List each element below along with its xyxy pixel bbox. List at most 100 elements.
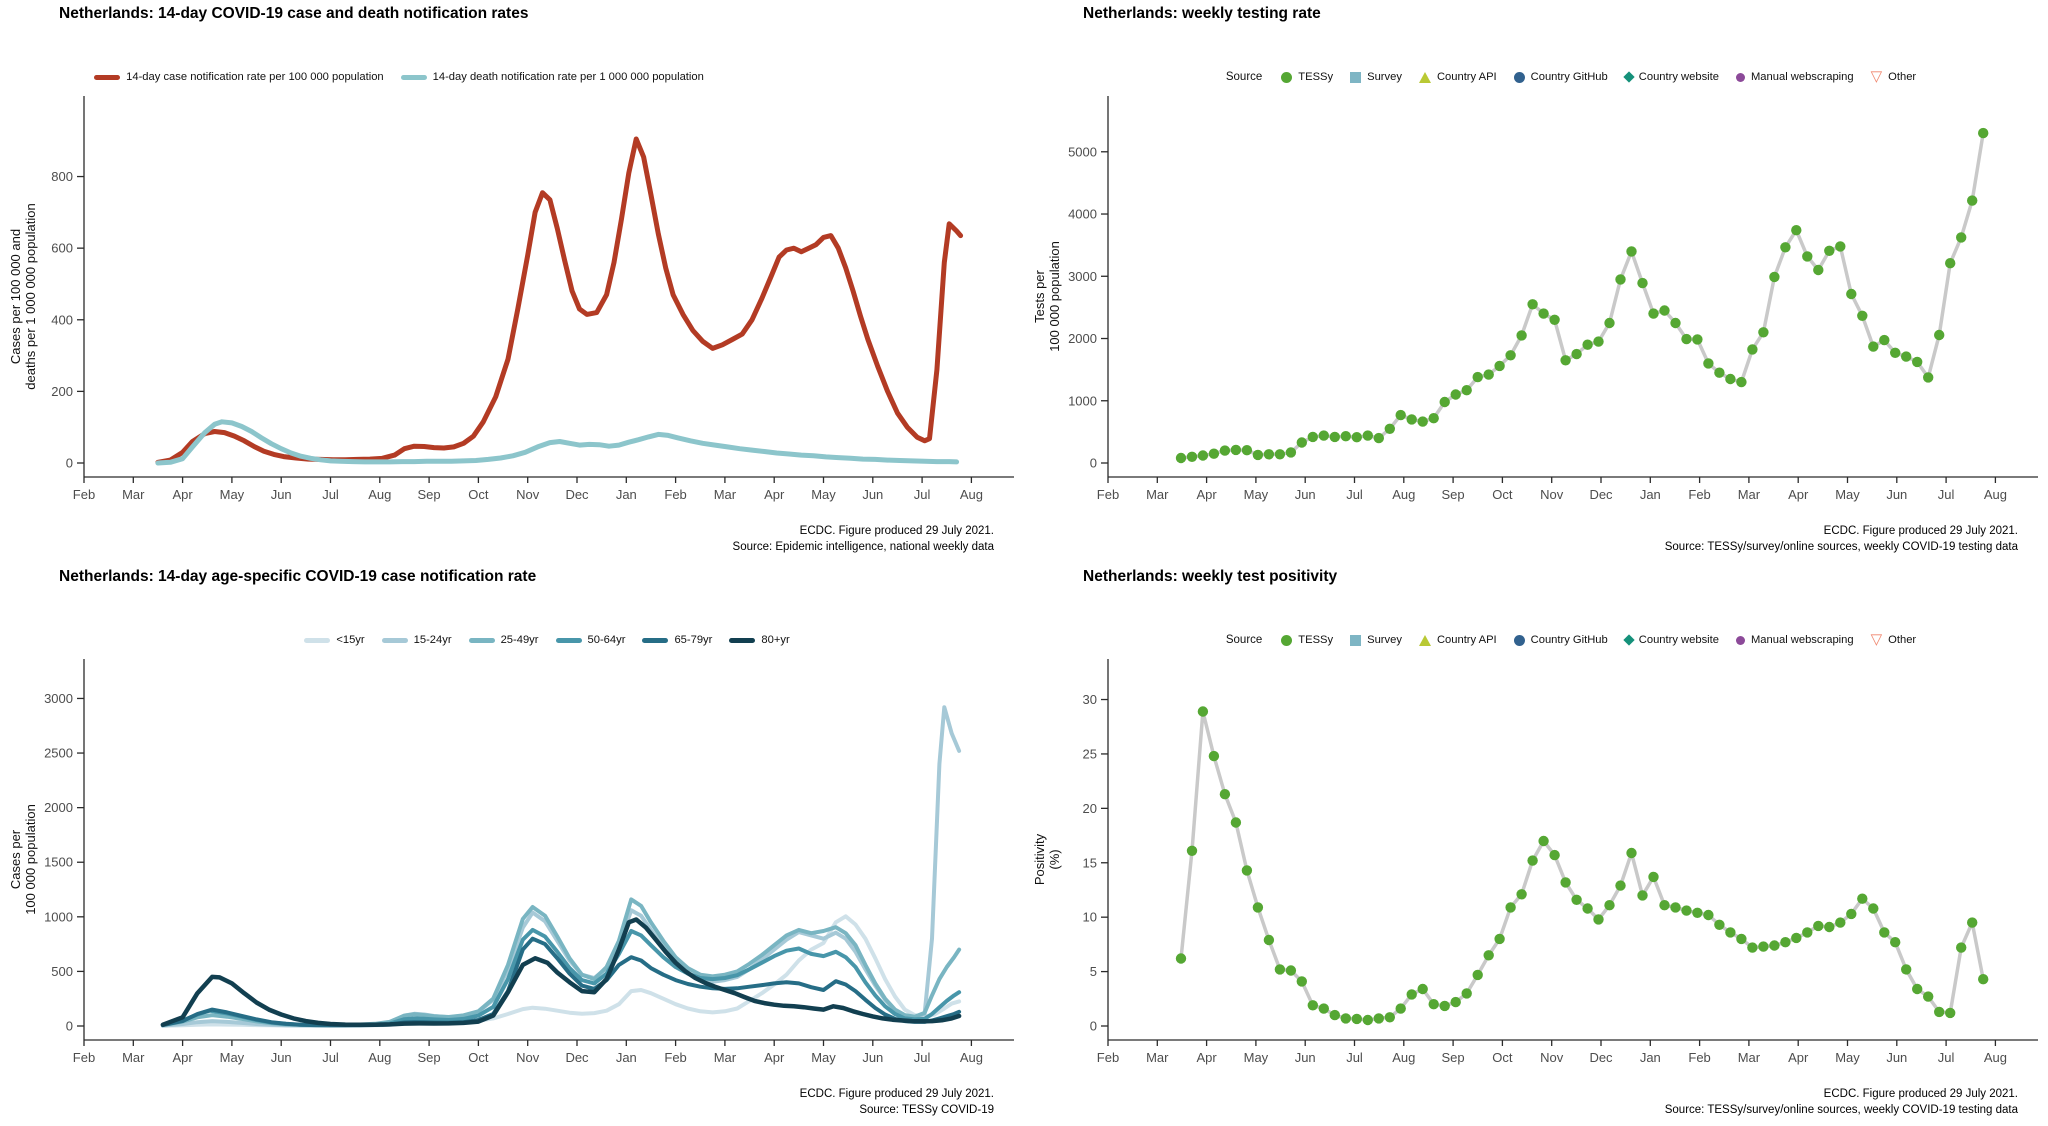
data-point [1978, 127, 1989, 139]
data-point [1395, 1003, 1406, 1014]
x-tick-label: Jul [1938, 1050, 1955, 1065]
line-marker-icon [400, 74, 427, 80]
data-point [1384, 1012, 1395, 1023]
x-tick-label: Jul [914, 487, 931, 502]
data-point [1835, 241, 1846, 252]
legend-label: Survey [1367, 71, 1402, 83]
y-tick-label: 2000 [1068, 331, 1097, 346]
x-tick-label: Jun [271, 1050, 292, 1065]
triangle-marker-icon [1418, 71, 1431, 83]
data-point [1659, 900, 1670, 911]
chart-footer: ECDC. Figure produced 29 July 2021. Sour… [1665, 1087, 2018, 1118]
legend-label: 15-24yr [413, 634, 452, 646]
x-tick-label: Oct [1492, 1050, 1513, 1065]
age-specific-chart: 0 500 1000 1500 2000 2500 3000 Feb Mar Apr May Jun J… [8, 659, 1014, 1065]
data-point [1450, 389, 1461, 400]
data-point [1956, 232, 1967, 243]
footer-line: Source: TESSy/survey/online sources, wee… [1664, 540, 2018, 553]
data-point [1329, 1009, 1340, 1021]
connector-line [1180, 132, 1985, 460]
data-point [1648, 308, 1659, 319]
y-axis-title: Cases per100 000 population [8, 804, 38, 915]
x-tick-label: Dec [1589, 487, 1613, 502]
data-point [1637, 890, 1648, 901]
data-point [1714, 919, 1725, 930]
data-point [1483, 950, 1494, 961]
x-tick-label: Jun [862, 487, 883, 502]
x-tick-label: Sep [418, 1050, 441, 1065]
chart-title: Netherlands: weekly test positivity [1083, 568, 1338, 585]
legend-item-manual-webscraping: Manual webscraping [1735, 634, 1854, 646]
x-tick-label: Jun [1886, 1050, 1907, 1065]
data-point [1307, 431, 1318, 443]
y-tick-label: 15 [1083, 855, 1097, 870]
data-point [1241, 445, 1253, 456]
x-tick-label: Feb [73, 487, 95, 502]
line-marker-icon [642, 637, 669, 643]
legend-label: <15yr [336, 634, 365, 646]
data-point [1417, 416, 1428, 427]
data-point [1659, 305, 1670, 316]
data-point [1593, 336, 1604, 347]
data-point [1175, 452, 1187, 464]
circle-marker-icon [1735, 635, 1745, 645]
legend-item-tessy: TESSy [1281, 71, 1333, 83]
y-tick-label: 20 [1083, 801, 1097, 816]
line-marker-icon [468, 637, 495, 643]
x-tick-label: Mar [714, 487, 737, 502]
data-point [1351, 1013, 1362, 1025]
data-point [1230, 444, 1242, 456]
x-tick-label: May [1835, 1050, 1860, 1065]
circle-marker-icon [1513, 71, 1525, 83]
x-tick-label: Dec [1589, 1050, 1613, 1065]
legend-label: 50-64yr [587, 634, 626, 646]
y-tick-label: 2500 [44, 746, 73, 761]
x-tick-label: Jan [1640, 1050, 1661, 1065]
data-point [1670, 902, 1681, 913]
x-tick-label: Apr [1196, 487, 1217, 502]
chart-legend: 14-day case notification rate per 100 00… [24, 64, 774, 90]
data-point [1703, 909, 1714, 921]
x-tick-label: May [1244, 1050, 1269, 1065]
testing-rate-chart: 0 1000 2000 3000 4000 5000 Feb Mar Apr May Jun Jul A… [1032, 96, 2038, 502]
legend-item-80-yr: 80+yr [729, 634, 790, 646]
panel-test-positivity: Netherlands: weekly test positivity Sour… [1024, 563, 2048, 1126]
footer-line: ECDC. Figure produced 29 July 2021. [799, 1088, 994, 1100]
series-line-14-day-death-notification-rate-per-1-000-000-population [155, 419, 960, 466]
data-point [1439, 1000, 1450, 1012]
data-point [1890, 937, 1901, 948]
x-tick-label: May [1244, 487, 1269, 502]
y-tick-label: 4000 [1068, 207, 1097, 222]
legend-item-country-github: Country GitHub [1513, 71, 1608, 83]
y-tick-label: 0 [1090, 456, 1097, 471]
data-point [1340, 431, 1351, 442]
data-point [1428, 999, 1439, 1010]
data-point [1516, 330, 1527, 341]
y-tick-label: 0 [66, 456, 73, 471]
legend-item-country-website: Country website [1623, 634, 1719, 646]
data-point [1912, 983, 1923, 995]
x-tick-label: Jun [1295, 1050, 1316, 1065]
data-point [1450, 996, 1461, 1008]
data-point [1747, 942, 1758, 953]
data-point [1593, 914, 1604, 925]
legend-item-25-49yr: 25-49yr [468, 634, 539, 646]
legend-item-14-day-death-notification-rate-per-1-000-000-population: 14-day death notification rate per 1 000… [400, 71, 704, 83]
data-point [1868, 903, 1879, 914]
x-tick-label: Mar [1146, 487, 1169, 502]
chart-legend: <15yr 15-24yr 25-49yr 50-64yr 65-79yr 80+yr [84, 627, 1010, 653]
data-point [1263, 934, 1275, 946]
data-point [1934, 329, 1945, 341]
data-point [1923, 991, 1934, 1002]
x-tick-label: Feb [1688, 1050, 1710, 1065]
footer-line: Source: TESSy/survey/online sources, wee… [1664, 1103, 2018, 1116]
x-tick-label: Apr [172, 487, 193, 502]
legend-item-14-day-case-notification-rate-per-100-000-population: 14-day case notification rate per 100 00… [94, 71, 384, 83]
x-tick-label: Aug [1984, 1050, 2007, 1065]
y-tick-label: 30 [1083, 692, 1097, 707]
x-tick-label: Jun [862, 1050, 883, 1065]
data-point [1461, 988, 1472, 999]
data-point [1406, 989, 1417, 1000]
data-point [1318, 1003, 1329, 1014]
legend-label: Survey [1367, 634, 1402, 646]
